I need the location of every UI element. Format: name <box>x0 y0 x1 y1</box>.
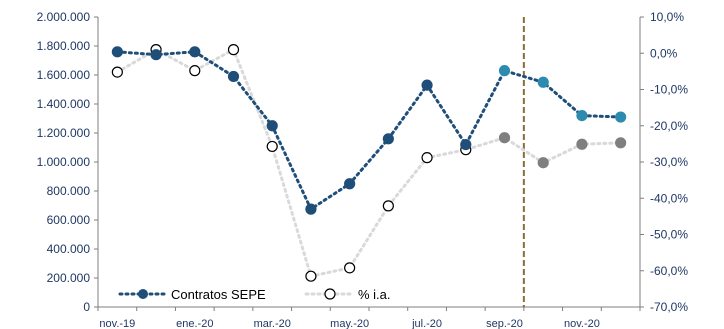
pct-series-point <box>382 200 394 212</box>
contracts-series-point <box>537 76 549 88</box>
contracts-series-point <box>189 46 201 58</box>
y-left-tick-label: 1.200.000 <box>37 126 91 140</box>
pct-series-point <box>498 132 511 144</box>
y-left-tick-label: 600.000 <box>47 213 91 227</box>
contracts-series-point <box>227 70 240 83</box>
y-left-tick-label: 0 <box>83 300 90 314</box>
contracts-series-point <box>111 46 123 58</box>
contracts-series-point <box>460 139 472 151</box>
contracts-series-point <box>615 111 627 123</box>
contracts-series-point <box>266 120 278 132</box>
contracts-series-point <box>498 65 511 77</box>
y-left-tick-label: 1.400.000 <box>37 97 91 111</box>
x-tick-label: may.-20 <box>330 318 369 329</box>
y-right-tick-label: 0,0% <box>650 46 678 60</box>
y-right-tick-label: -60,0% <box>650 264 688 278</box>
y-left-tick-label: 2.000.000 <box>37 10 91 24</box>
pct-series-point <box>537 157 549 169</box>
pct-series-line <box>115 47 623 278</box>
legend-pct-marker <box>324 288 336 300</box>
y-left-tick-label: 200.000 <box>47 271 91 285</box>
y-right-tick-label: -10,0% <box>650 83 688 97</box>
contracts-series-point <box>382 133 394 145</box>
pct-series-point <box>344 262 356 274</box>
x-tick-label: ene.-20 <box>176 318 213 329</box>
pct-series-point <box>615 137 627 149</box>
pct-series-point <box>189 65 201 77</box>
y-left-tick-label: 1.800.000 <box>37 39 91 53</box>
contracts-series-point <box>150 49 162 61</box>
y-left-tick-label: 400.000 <box>47 242 91 256</box>
y-right-tick-label: -30,0% <box>650 155 688 169</box>
x-tick-label: nov.-20 <box>564 318 600 329</box>
y-right-tick-label: -70,0% <box>650 300 688 314</box>
contracts-series-line <box>115 50 623 212</box>
x-tick-label: sep.-20 <box>486 318 523 329</box>
x-tick-label: jul.-20 <box>411 318 442 329</box>
pct-series-point <box>227 44 240 56</box>
legend: Contratos SEPE % i.a. <box>118 287 391 302</box>
y-right-tick-label: -20,0% <box>650 119 688 133</box>
x-tick-label: mar.-20 <box>254 318 291 329</box>
pct-series-point <box>305 270 317 282</box>
y-right-tick-label: 10,0% <box>650 10 684 24</box>
pct-series-point <box>111 66 123 78</box>
y-left-tick-label: 1.600.000 <box>37 68 91 82</box>
y-right-tick-label: -50,0% <box>650 228 688 242</box>
pct-series-point <box>576 138 588 150</box>
y-right-tick-label: -40,0% <box>650 191 688 205</box>
pct-series-point <box>421 152 433 164</box>
contracts-series-point <box>305 203 317 215</box>
legend-contracts-label: Contratos SEPE <box>171 287 266 302</box>
y-left-tick-label: 1.000.000 <box>37 155 91 169</box>
legend-contracts-marker <box>138 289 148 299</box>
legend-pct-label: % i.a. <box>358 287 391 302</box>
contracts-series-point <box>576 109 588 122</box>
contracts-series-point <box>344 178 356 190</box>
y-left-tick-label: 800.000 <box>47 184 91 198</box>
x-tick-label: nov.-19 <box>99 318 135 329</box>
pct-series-point <box>266 140 278 153</box>
contracts-series-point <box>421 79 433 91</box>
